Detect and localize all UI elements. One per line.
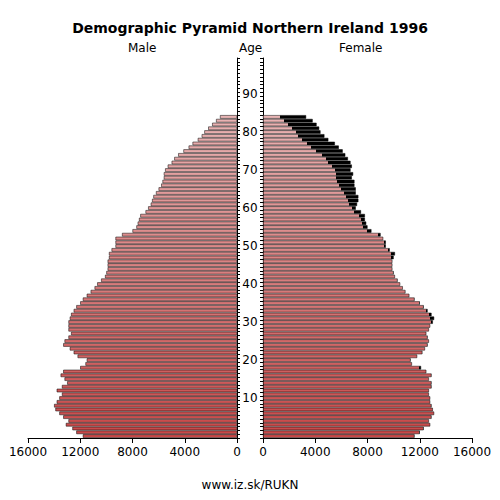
svg-text:0: 0 bbox=[259, 445, 267, 459]
svg-text:30: 30 bbox=[242, 315, 257, 329]
svg-text:20: 20 bbox=[242, 353, 257, 367]
svg-text:Male: Male bbox=[128, 41, 156, 55]
svg-text:12000: 12000 bbox=[61, 445, 99, 459]
svg-text:10: 10 bbox=[242, 391, 257, 405]
svg-text:40: 40 bbox=[242, 277, 257, 291]
svg-text:Demographic Pyramid Northern I: Demographic Pyramid Northern Ireland 199… bbox=[72, 20, 428, 36]
svg-text:60: 60 bbox=[242, 201, 257, 215]
svg-text:Age: Age bbox=[239, 41, 262, 55]
svg-text:16000: 16000 bbox=[453, 445, 491, 459]
svg-text:50: 50 bbox=[242, 239, 257, 253]
svg-text:4000: 4000 bbox=[300, 445, 331, 459]
svg-text:4000: 4000 bbox=[169, 445, 200, 459]
svg-text:80: 80 bbox=[242, 125, 257, 139]
svg-text:12000: 12000 bbox=[401, 445, 439, 459]
svg-text:www.iz.sk/RUKN: www.iz.sk/RUKN bbox=[202, 478, 299, 492]
svg-text:0: 0 bbox=[233, 445, 241, 459]
svg-text:16000: 16000 bbox=[9, 445, 47, 459]
svg-text:Female: Female bbox=[339, 41, 382, 55]
svg-text:90: 90 bbox=[242, 87, 257, 101]
svg-text:8000: 8000 bbox=[352, 445, 383, 459]
svg-text:70: 70 bbox=[242, 163, 257, 177]
svg-text:8000: 8000 bbox=[117, 445, 148, 459]
